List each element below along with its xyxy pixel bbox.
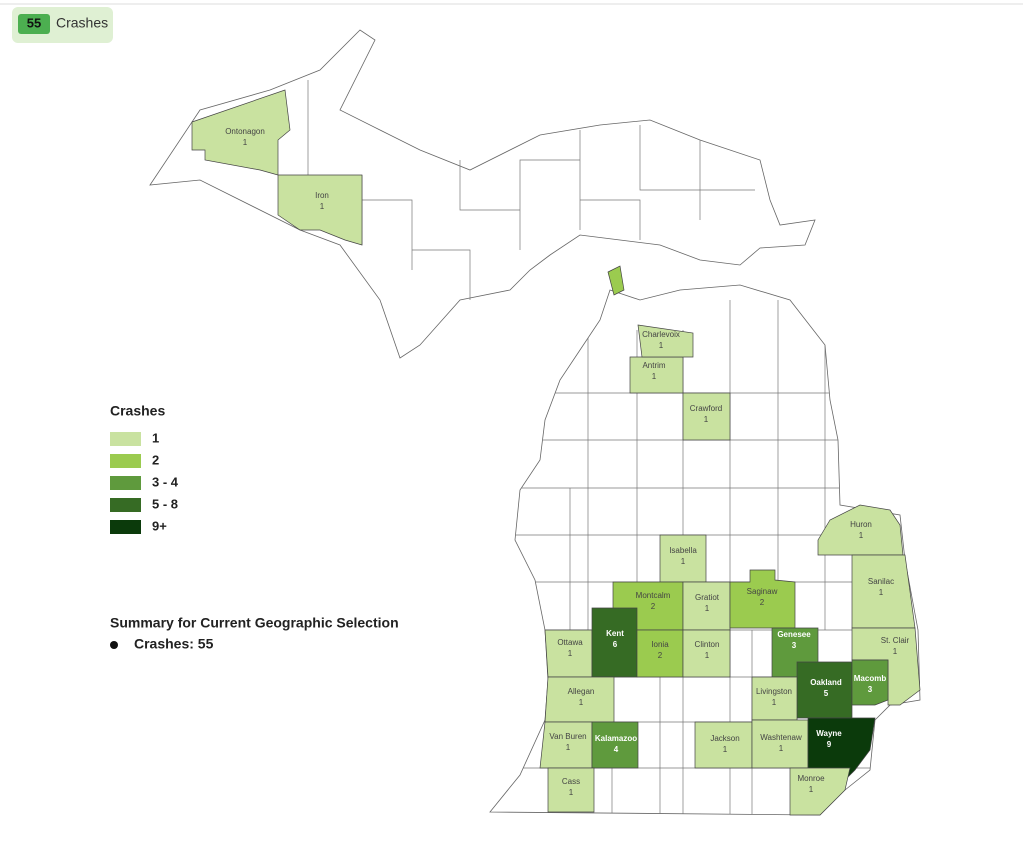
county-name: Ontonagon (225, 127, 265, 136)
county-name: Kent (606, 629, 624, 638)
county-crashes: 6 (613, 640, 618, 649)
county-crashes: 1 (659, 341, 664, 350)
county (547, 767, 595, 813)
county-crashes: 1 (723, 745, 728, 754)
county-name: Ottawa (557, 638, 583, 647)
county-crashes: 1 (705, 651, 710, 660)
island (607, 265, 625, 296)
legend-label: 1 (152, 430, 159, 445)
county (851, 659, 889, 706)
county-name: Huron (850, 520, 872, 529)
county-name: Cass (562, 777, 580, 786)
county-name: St. Clair (881, 636, 910, 645)
county-name: Washtenaw (760, 733, 802, 742)
county (591, 721, 639, 769)
badge: 55 Crashes (12, 7, 113, 43)
county (682, 629, 731, 678)
county-name: Macomb (854, 674, 887, 683)
county-name: Wayne (816, 729, 842, 738)
county-name: Monroe (797, 774, 825, 783)
county-crashes: 1 (579, 698, 584, 707)
county-name: Crawford (690, 404, 722, 413)
county (191, 89, 291, 176)
county-name: Antrim (642, 361, 665, 370)
county-crashes: 1 (566, 743, 571, 752)
county-crashes: 1 (681, 557, 686, 566)
county-name: Clinton (695, 640, 720, 649)
legend-label: 3 - 4 (152, 474, 179, 489)
county-crashes: 1 (652, 372, 657, 381)
county-name: Isabella (669, 546, 697, 555)
badge-count: 55 (27, 15, 41, 30)
county-name: Charlevoix (642, 330, 680, 339)
county (851, 554, 916, 629)
county-crashes: 1 (772, 698, 777, 707)
county (789, 767, 851, 816)
county-crashes: 5 (824, 689, 829, 698)
county-crashes: 1 (568, 649, 573, 658)
county (277, 174, 363, 246)
county-name: Jackson (710, 734, 739, 743)
county-crashes: 1 (779, 744, 784, 753)
county-name: Livingston (756, 687, 792, 696)
legend-swatch (110, 454, 141, 468)
counties: Ontonagon 1 Iron 1 Antrim 1 Charlevoix 1 Crawfor… (191, 89, 921, 816)
badge-pill (18, 14, 50, 34)
county-crashes: 2 (658, 651, 663, 660)
county-crashes: 1 (569, 788, 574, 797)
county-crashes: 1 (704, 415, 709, 424)
legend-swatch (110, 432, 141, 446)
county-name: Sanilac (868, 577, 894, 586)
county-crashes: 1 (243, 138, 248, 147)
county-crashes: 3 (792, 641, 797, 650)
county-crashes: 1 (893, 647, 898, 656)
upper-peninsula (149, 29, 816, 359)
legend-label: 5 - 8 (152, 496, 178, 511)
county-name: Genesee (777, 630, 811, 639)
county (817, 504, 904, 556)
county-crashes: 3 (868, 685, 873, 694)
summary-title: Summary for Current Geographic Selection (110, 615, 399, 631)
county-name: Ionia (651, 640, 669, 649)
county-crashes: 1 (705, 604, 710, 613)
county (682, 392, 731, 441)
county-name: Oakland (810, 678, 842, 687)
county-name: Montcalm (636, 591, 671, 600)
legend-title: Crashes (110, 403, 165, 419)
county-crashes: 1 (320, 202, 325, 211)
county-name: Saginaw (747, 587, 778, 596)
county-name: Allegan (568, 687, 595, 696)
legend-swatch (110, 520, 141, 534)
county-name: Van Buren (549, 732, 586, 741)
county-crashes: 2 (651, 602, 656, 611)
county-name: Iron (315, 191, 329, 200)
legend-label: 9+ (152, 518, 167, 533)
county-crashes: 4 (614, 745, 619, 754)
summary-item: Crashes: 55 (134, 636, 214, 652)
summary-bullet (110, 641, 118, 649)
county-crashes: 1 (879, 588, 884, 597)
county (637, 324, 694, 358)
legend-label: 2 (152, 452, 159, 467)
county-crashes: 2 (760, 598, 765, 607)
legend-swatch (110, 498, 141, 512)
county-crashes: 1 (859, 531, 864, 540)
county (729, 569, 796, 629)
county-crashes: 9 (827, 740, 832, 749)
county-crashes: 1 (809, 785, 814, 794)
badge-label: Crashes (56, 15, 108, 31)
county-name: Gratiot (695, 593, 720, 602)
legend: 1 2 3 - 4 5 - 8 9+ (110, 430, 179, 534)
county-name: Kalamazoo (595, 734, 637, 743)
legend-swatch (110, 476, 141, 490)
